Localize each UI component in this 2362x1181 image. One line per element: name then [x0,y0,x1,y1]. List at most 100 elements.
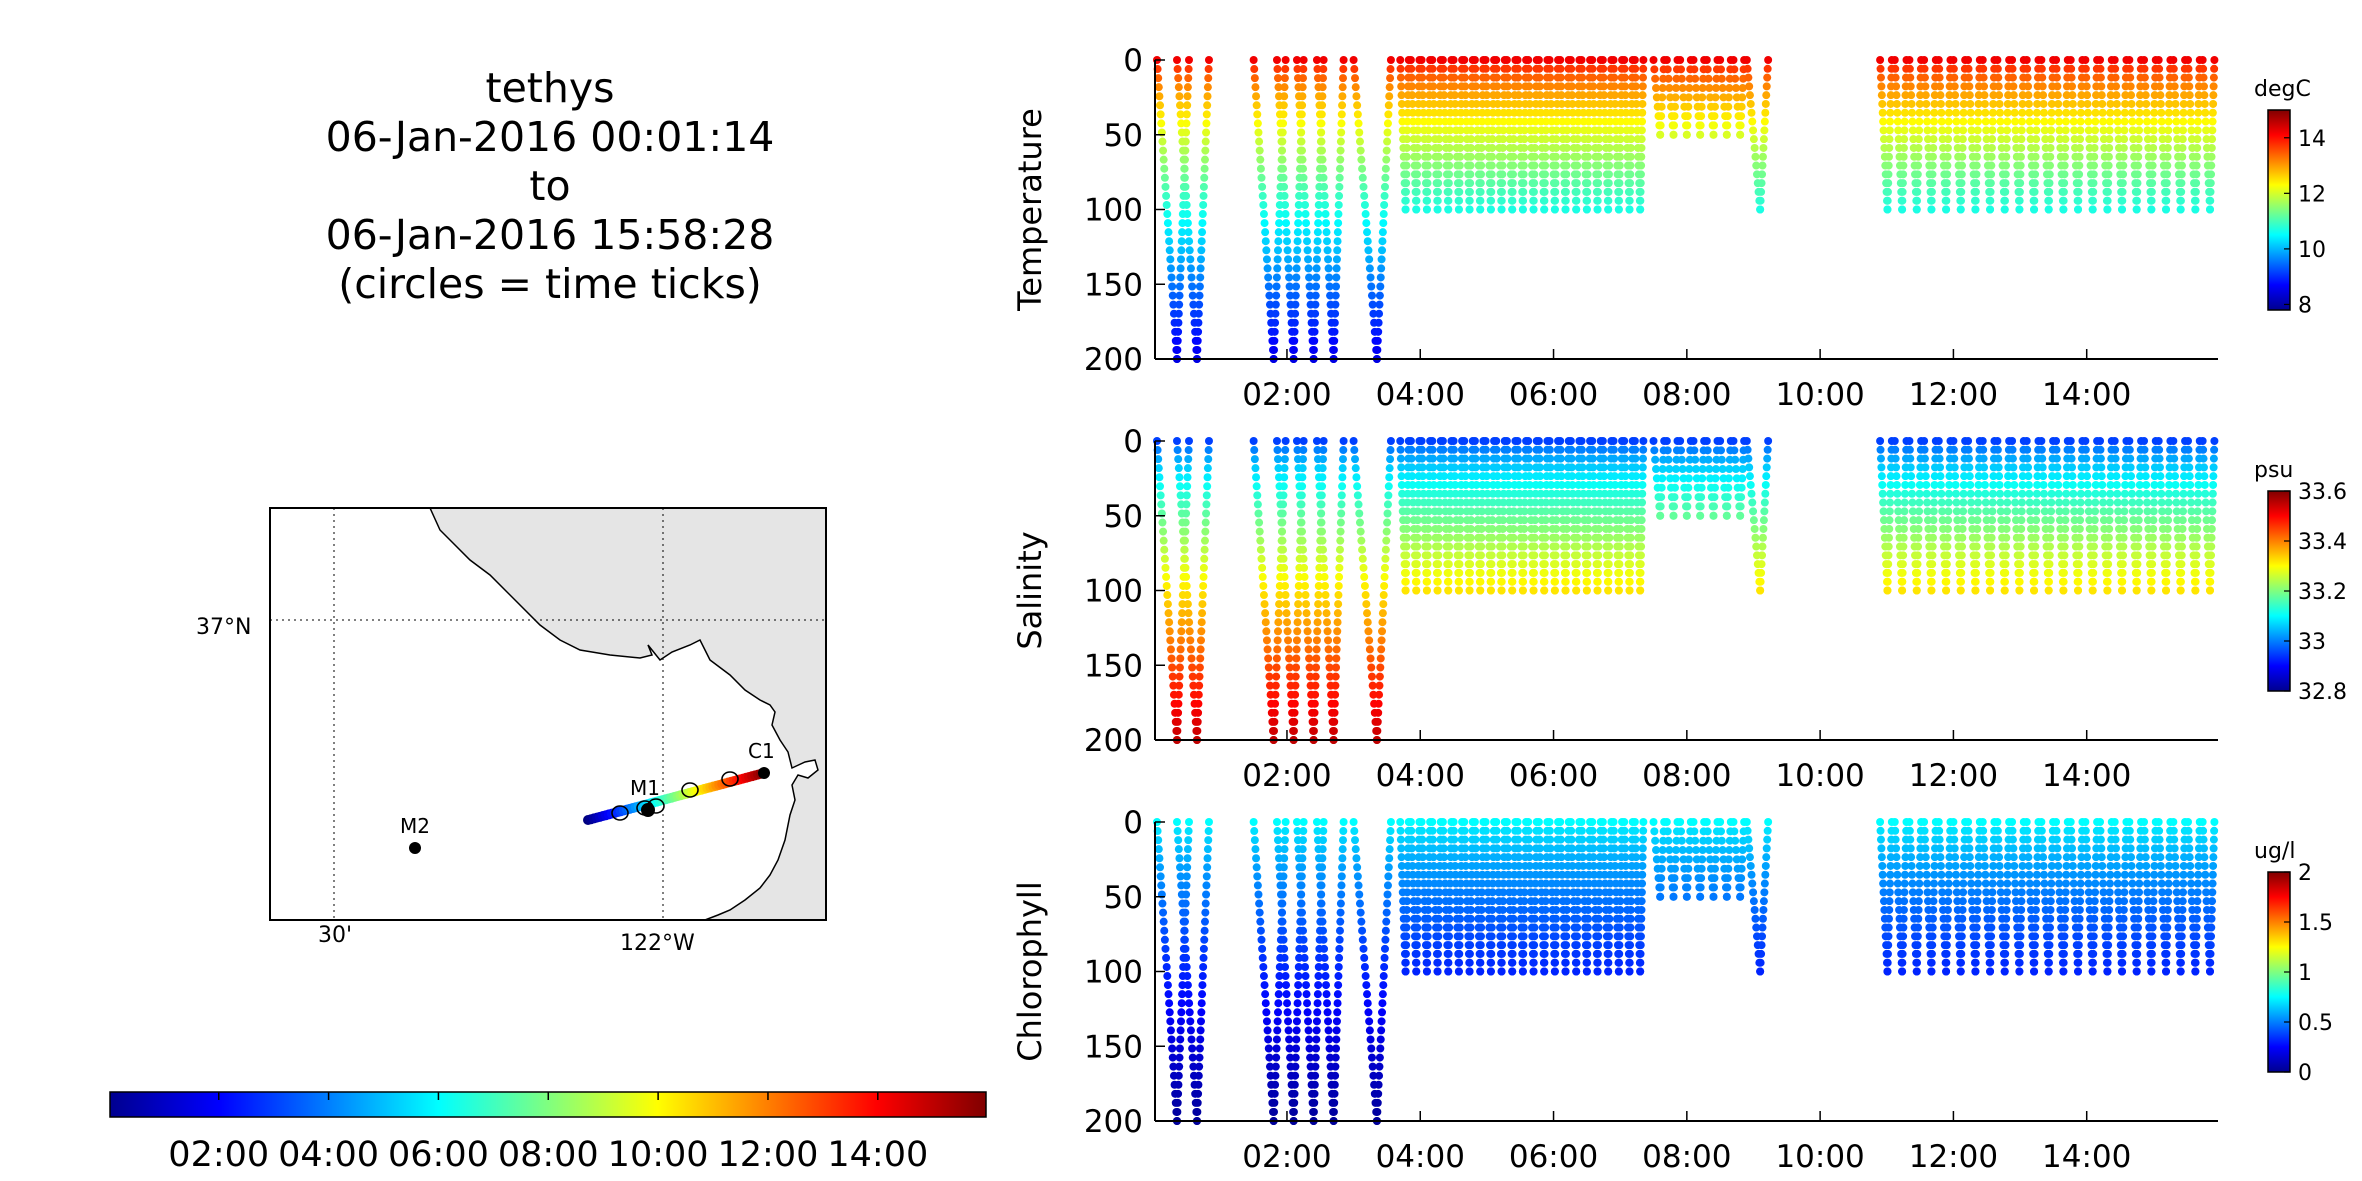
data-point [1305,273,1314,282]
data-point [1403,498,1412,507]
data-point [1169,681,1178,690]
data-point [1430,108,1439,117]
data-point [1166,264,1175,273]
data-point [2163,143,2172,152]
data-point [1293,609,1302,618]
data-point [1189,1062,1198,1071]
data-point [1281,200,1290,209]
data-point [1272,1035,1281,1044]
data-point [1729,437,1738,445]
data-point [1563,516,1572,525]
data-point [1705,84,1714,93]
data-point [2177,568,2186,577]
data-point [2040,117,2049,126]
data-point [1928,179,1937,188]
data-point [2067,445,2076,454]
data-point [2179,489,2188,498]
data-point [1272,654,1281,663]
data-point [1269,345,1278,354]
data-point [2192,179,2201,188]
data-point [1383,518,1392,527]
data-point [1988,135,1997,144]
data-point [2076,516,2085,525]
data-point [2164,498,2173,507]
data-point [1461,480,1470,489]
data-point [1879,507,1888,516]
data-point [2105,524,2114,533]
data-point [2018,472,2027,481]
data-point [1417,56,1426,64]
data-point [1275,491,1284,500]
data-point [2125,445,2134,454]
data-point [2147,187,2156,196]
data-point [1305,654,1314,663]
data-point [2032,135,2041,144]
data-point [2096,56,2105,64]
data-point [2001,170,2010,179]
data-point [1444,179,1453,188]
data-point [1277,137,1286,146]
data-point [1899,542,1908,551]
data-point [1973,498,1982,507]
data-point [1760,498,1769,507]
data-point [1616,516,1625,525]
data-point [1397,463,1406,472]
y-tick-label: 0 [1123,43,1143,79]
data-point [1177,246,1186,255]
data-point [1620,437,1629,445]
data-point [1520,143,1529,152]
data-point [1959,489,1968,498]
data-point [2192,170,2201,179]
data-point [1183,854,1192,863]
data-point [1894,135,1903,144]
data-point [2044,586,2053,595]
data-point [1174,690,1183,699]
data-point [1269,1107,1278,1116]
data-point [1439,64,1448,73]
data-point [1401,586,1410,595]
data-point [1175,681,1184,690]
data-point [1203,83,1212,92]
data-point [2098,489,2107,498]
data-point [1691,84,1700,93]
data-point [2164,516,2173,525]
data-point [1980,480,1989,489]
data-point [1296,509,1305,518]
data-point [1264,273,1273,282]
data-point [2091,480,2100,489]
data-point [2185,472,2194,481]
data-point [2187,117,2196,126]
data-point [1593,196,1602,205]
data-point [1540,170,1549,179]
data-point [1944,507,1953,516]
data-point [1748,498,1757,507]
data-point [1550,205,1559,214]
data-point [1349,56,1358,64]
data-point [1323,237,1332,246]
data-point [1397,472,1406,481]
data-point [1461,463,1470,472]
data-point [2017,117,2026,126]
data-point [2143,498,2152,507]
data-point [2127,489,2136,498]
data-point [1273,1017,1282,1026]
data-point [1923,135,1932,144]
data-point [1638,463,1647,472]
data-point [1482,82,1491,91]
data-point [2147,568,2156,577]
data-point [2098,108,2107,117]
data-point [2186,480,2195,489]
data-point [1434,560,1443,569]
data-point [1383,119,1392,128]
data-point [1279,164,1288,173]
data-point [2186,489,2195,498]
data-point [1467,507,1476,516]
data-point [1958,516,1967,525]
data-point [1273,636,1282,645]
data-point [1757,187,1766,196]
data-point [2172,117,2181,126]
data-point [1365,264,1374,273]
data-point [1498,170,1507,179]
data-point [2164,135,2173,144]
data-point [1414,117,1423,126]
